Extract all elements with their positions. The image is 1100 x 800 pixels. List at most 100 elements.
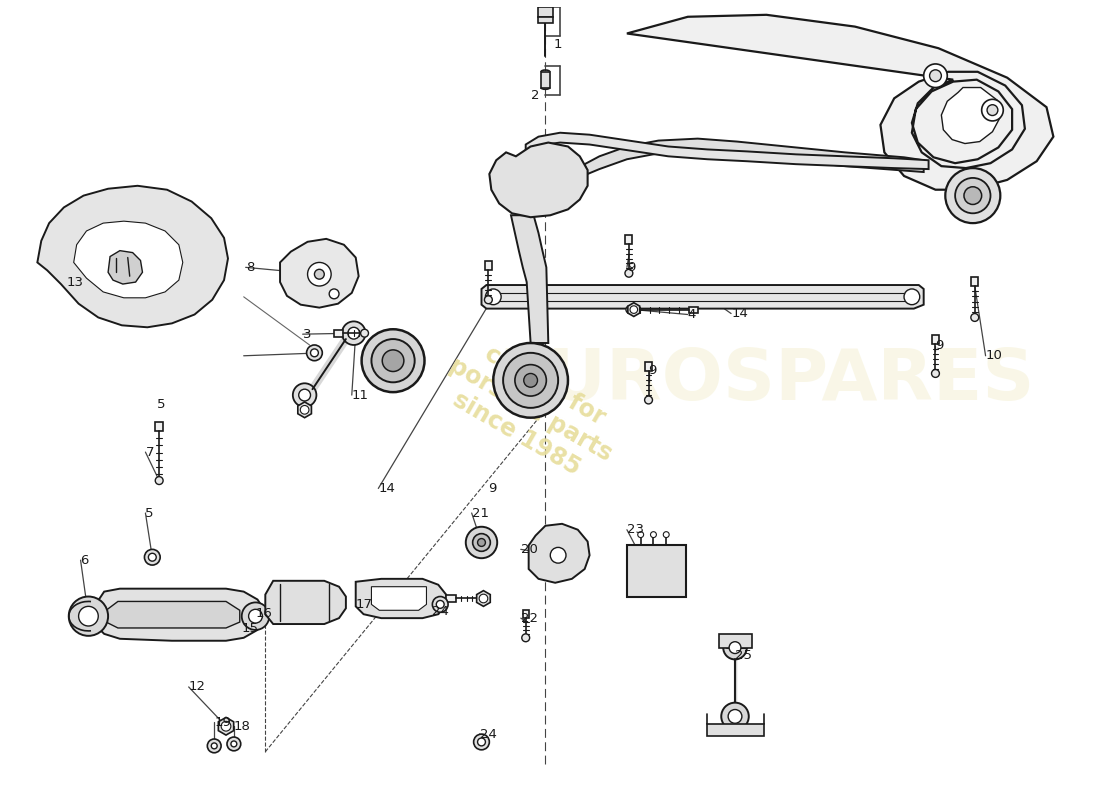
Circle shape [480,594,487,602]
Text: 3: 3 [302,328,311,341]
Polygon shape [628,302,640,317]
Circle shape [372,339,415,382]
Circle shape [432,597,448,612]
Circle shape [971,314,979,322]
Text: EUROSPARES: EUROSPARES [498,346,1035,415]
Polygon shape [355,579,447,618]
Polygon shape [626,235,632,244]
Text: 9: 9 [488,482,497,495]
Circle shape [362,330,425,392]
Circle shape [515,365,547,396]
Circle shape [211,743,217,749]
Text: 8: 8 [245,261,254,274]
Polygon shape [707,724,764,736]
Circle shape [144,550,161,565]
Circle shape [221,722,231,731]
Text: 16: 16 [255,606,273,620]
Text: 12: 12 [189,681,206,694]
Circle shape [465,526,497,558]
Circle shape [473,534,491,551]
Circle shape [155,477,163,485]
Circle shape [231,741,236,747]
Circle shape [361,330,368,337]
Polygon shape [971,277,978,286]
Polygon shape [218,718,233,735]
Polygon shape [627,15,1054,190]
Circle shape [348,327,360,339]
Circle shape [382,350,404,371]
Text: 13: 13 [67,275,84,289]
Circle shape [524,374,538,387]
Text: 11: 11 [352,389,368,402]
Text: 20: 20 [520,543,538,556]
Text: 2: 2 [530,89,539,102]
Text: 23: 23 [627,523,644,536]
Circle shape [904,289,920,305]
Circle shape [69,597,108,636]
Polygon shape [526,133,928,169]
Circle shape [638,532,644,538]
Text: 9: 9 [627,261,636,274]
Circle shape [148,554,156,561]
Polygon shape [108,250,143,284]
Polygon shape [645,362,652,370]
Polygon shape [447,595,455,602]
Circle shape [299,389,310,401]
Text: 10: 10 [986,350,1002,362]
Polygon shape [106,602,240,628]
Circle shape [550,547,566,563]
Circle shape [315,270,324,279]
Circle shape [477,738,485,746]
Circle shape [485,289,502,305]
Text: 25: 25 [735,649,752,662]
Text: 7: 7 [145,446,154,458]
Polygon shape [529,524,590,582]
Polygon shape [372,586,427,610]
Polygon shape [298,402,311,418]
Circle shape [987,105,998,115]
Text: 5: 5 [145,506,154,519]
Circle shape [227,737,241,751]
Polygon shape [541,72,550,87]
Text: 9: 9 [935,339,944,353]
Text: 17: 17 [355,598,373,611]
Polygon shape [585,138,924,174]
Text: classic for
porsche parts
since 1985: classic for porsche parts since 1985 [431,330,630,490]
Polygon shape [280,239,359,308]
Circle shape [924,64,947,87]
Circle shape [625,270,632,277]
Text: 9: 9 [649,364,657,377]
Circle shape [521,634,529,642]
Circle shape [930,70,942,82]
Text: 15: 15 [242,622,258,635]
Circle shape [955,178,990,214]
Circle shape [293,383,317,407]
Polygon shape [689,306,697,313]
Circle shape [437,601,444,608]
Circle shape [728,710,741,723]
Circle shape [207,739,221,753]
Circle shape [503,353,558,408]
Text: 5: 5 [157,398,166,411]
Polygon shape [482,285,924,309]
Circle shape [626,306,634,314]
Polygon shape [522,610,529,618]
Circle shape [242,602,270,630]
Text: 6: 6 [80,554,89,566]
Circle shape [981,99,1003,121]
Circle shape [484,296,493,304]
Text: 24: 24 [480,727,496,741]
Text: 14: 14 [378,482,395,495]
Polygon shape [539,7,553,17]
Polygon shape [476,590,491,606]
Circle shape [480,594,487,603]
Circle shape [249,610,263,623]
Circle shape [493,343,568,418]
Circle shape [723,636,747,659]
Polygon shape [942,87,1000,143]
Polygon shape [37,186,228,327]
Circle shape [474,734,490,750]
Polygon shape [74,221,183,298]
Text: 19: 19 [214,716,231,729]
Circle shape [310,349,318,357]
